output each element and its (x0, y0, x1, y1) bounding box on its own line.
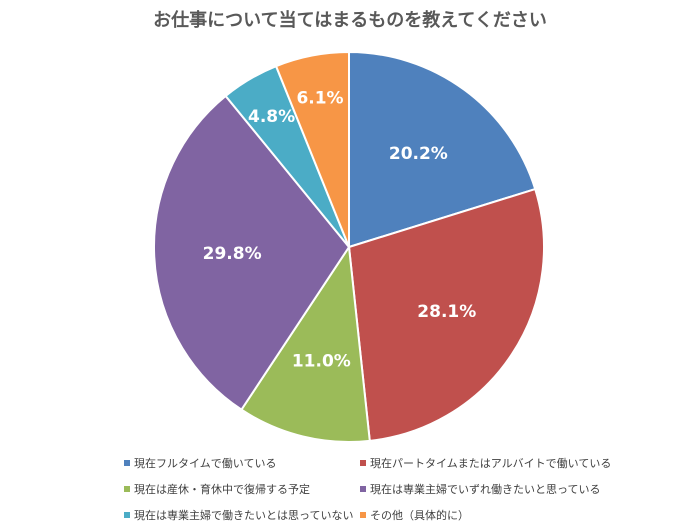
legend-swatch (124, 512, 130, 518)
pie-slice-2 (347, 187, 545, 442)
legend-swatch (124, 486, 130, 492)
legend-item-4: 現在は専業主婦でいずれ働きたいと思っている (360, 481, 660, 497)
chart-title: お仕事について当てはまるものを教えてください (153, 10, 547, 31)
data-label-6: 6.1% (296, 89, 343, 109)
legend-item-5: 現在は専業主婦で働きたいとは思っていない (124, 507, 360, 523)
legend-swatch (360, 460, 366, 466)
legend-swatch (124, 460, 130, 466)
legend-swatch (360, 486, 366, 492)
legend-item-3: 現在は産休・育休中で復帰する予定 (124, 481, 360, 497)
legend-item-6: その他（具体的に） (360, 507, 660, 523)
legend-label: その他（具体的に） (370, 509, 469, 522)
data-label-1: 20.2% (389, 144, 448, 164)
pie-slice-3 (240, 244, 371, 443)
legend-item-1: 現在フルタイムで働いている (124, 455, 360, 471)
legend-label: 現在パートタイムまたはアルバイトで働いている (370, 457, 612, 470)
pie-slice-1 (348, 50, 537, 249)
legend-label: 現在フルタイムで働いている (134, 457, 277, 470)
pie-slice-4 (153, 94, 351, 412)
legend-item-2: 現在パートタイムまたはアルバイトで働いている (360, 455, 660, 471)
pie-slice-6 (274, 50, 350, 248)
legend-label: 現在は専業主婦で働きたいとは思っていない (134, 509, 354, 522)
pie-chart: 20.2% 28.1% 11.0% 29.8% 4.8%6.1% (153, 50, 545, 443)
legend-label: 現在は専業主婦でいずれ働きたいと思っている (370, 483, 601, 496)
data-label-3: 11.0% (292, 352, 351, 372)
legend: 現在フルタイムで働いている 現在パートタイムまたはアルバイトで働いている現在は産休… (124, 455, 664, 523)
data-label-2: 28.1% (417, 302, 476, 322)
data-label-5: 4.8% (248, 107, 295, 127)
legend-label: 現在は産休・育休中で復帰する予定 (134, 483, 310, 496)
data-label-4: 29.8% (203, 244, 262, 264)
legend-swatch (360, 512, 366, 518)
